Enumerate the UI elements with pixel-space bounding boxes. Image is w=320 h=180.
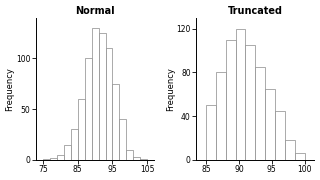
Bar (140, 159, 147, 160)
Y-axis label: Frequency: Frequency (5, 67, 14, 111)
Bar (285, 140, 295, 160)
Bar (255, 67, 265, 160)
Bar (206, 105, 216, 160)
Bar (71, 129, 78, 160)
Title: Truncated: Truncated (228, 6, 283, 15)
Bar (57, 155, 64, 160)
Bar (236, 29, 245, 160)
Title: Normal: Normal (75, 6, 115, 15)
Bar (216, 72, 226, 160)
Bar (113, 84, 119, 160)
Bar (78, 99, 85, 160)
Bar (226, 40, 236, 160)
Bar (245, 45, 255, 160)
Bar (64, 145, 71, 160)
Bar (275, 111, 285, 160)
Bar (133, 157, 140, 160)
Bar (92, 28, 99, 160)
Bar (50, 158, 57, 160)
Bar (119, 119, 126, 160)
Y-axis label: Frequency: Frequency (166, 67, 175, 111)
Bar (85, 58, 92, 160)
Bar (43, 159, 50, 160)
Bar (295, 153, 305, 160)
Bar (106, 48, 113, 160)
Bar (99, 33, 106, 160)
Bar (126, 150, 133, 160)
Bar (265, 89, 275, 160)
